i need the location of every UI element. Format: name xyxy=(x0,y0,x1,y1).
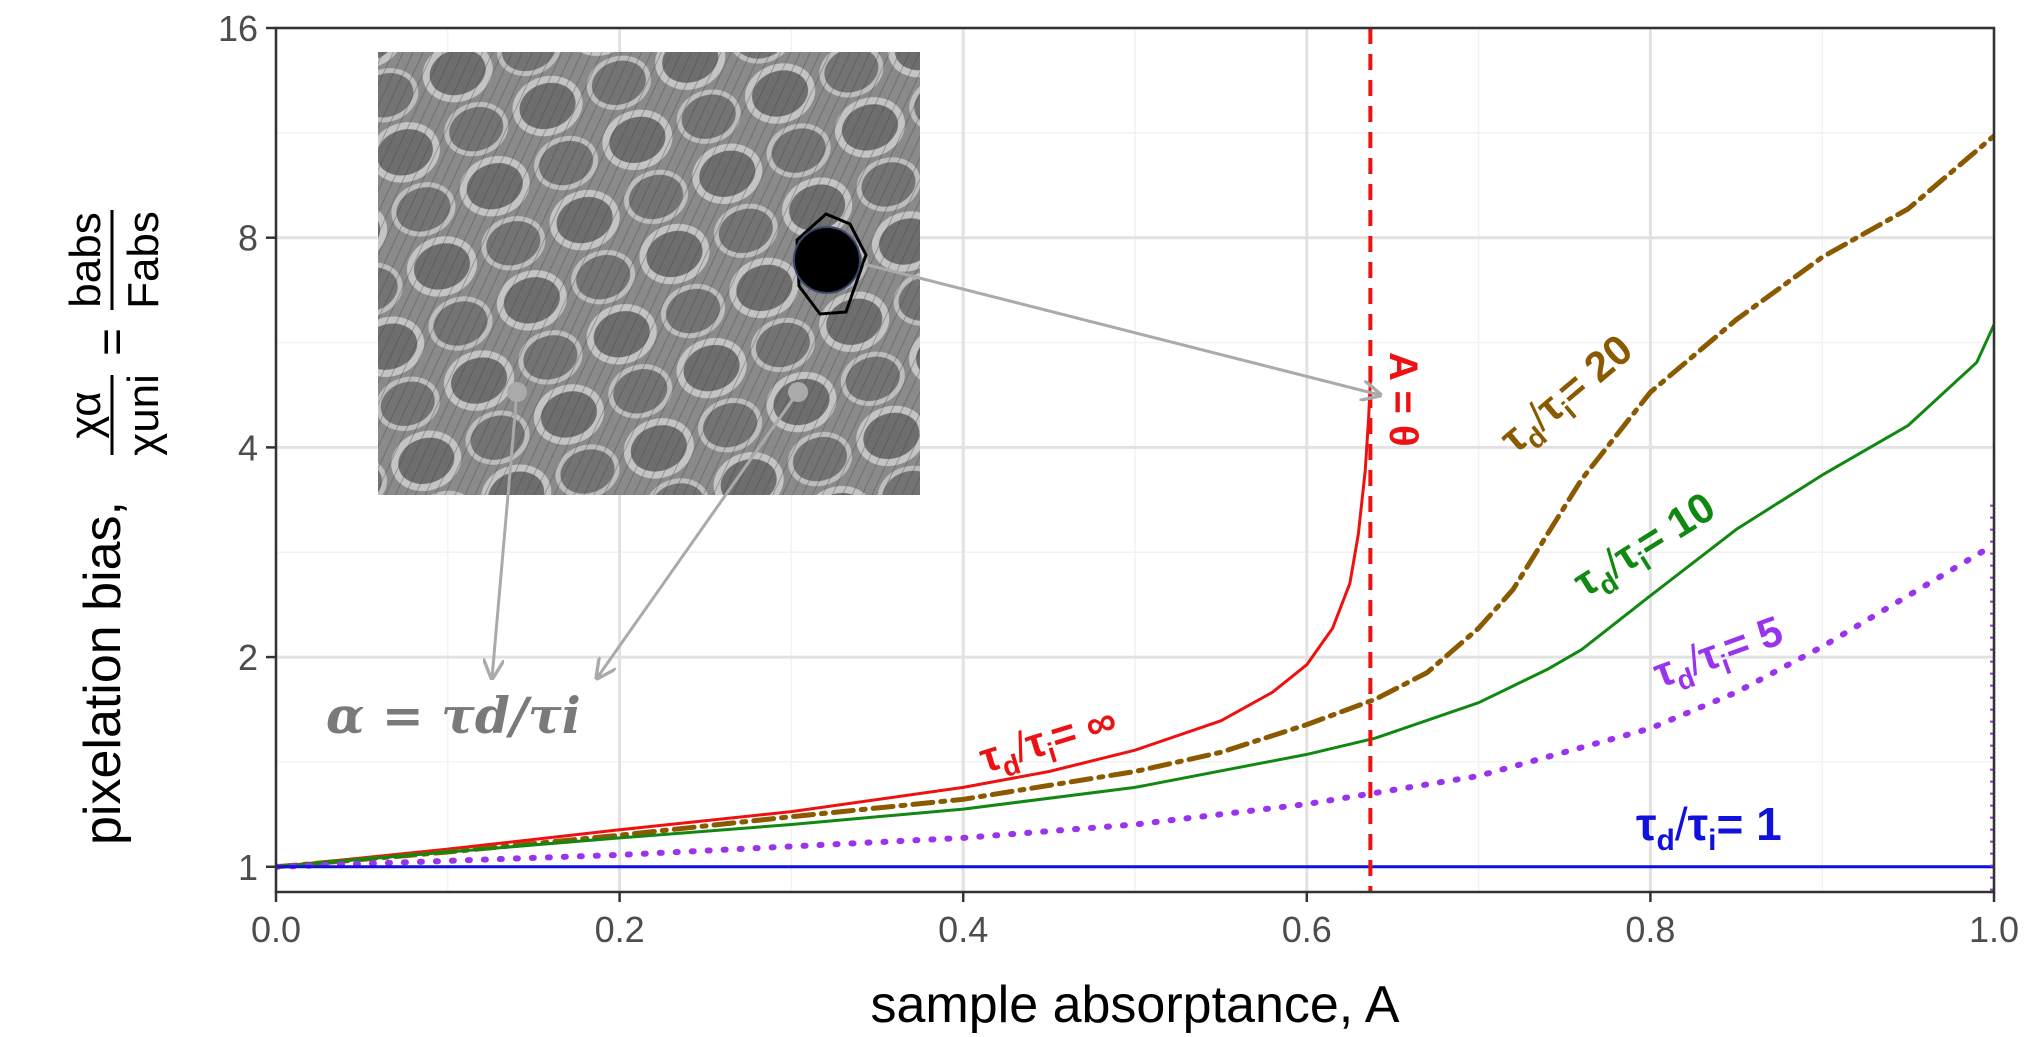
inset-image xyxy=(378,52,920,495)
series-layer xyxy=(276,133,1994,892)
series-line xyxy=(276,133,1994,870)
x-tick-label: 0.6 xyxy=(1282,909,1332,950)
y-tick-label: 4 xyxy=(238,427,258,468)
theta-label: A = θ xyxy=(1381,352,1425,447)
y-tick-label: 8 xyxy=(238,218,258,259)
x-tick-label: 1.0 xyxy=(1969,909,2019,950)
axes-ticks: 0.0 0.2 0.4 0.6 0.8 1.0 1 2 4 8 16 xyxy=(218,8,2019,950)
x-axis-title: sample absorptance, A xyxy=(871,976,1400,1034)
y-tick-label: 1 xyxy=(238,847,258,888)
arrow-to-alpha-1 xyxy=(492,391,519,678)
series-line xyxy=(276,378,1372,869)
y-equals: = xyxy=(86,328,139,356)
x-tick-label: 0.8 xyxy=(1625,909,1675,950)
x-tick-label: 0.0 xyxy=(251,909,301,950)
x-tick-label: 0.2 xyxy=(595,909,645,950)
dark-cell xyxy=(793,226,861,294)
series-line xyxy=(276,541,1994,870)
y-axis-title: pixelation bias, χα χuni = babs Fabs xyxy=(61,210,168,845)
series-line xyxy=(276,323,1994,869)
y-title-prefix: pixelation bias, xyxy=(74,501,132,845)
y-tick-label: 16 xyxy=(218,8,258,49)
arrow-to-theta xyxy=(863,262,1380,395)
y-tick-label: 2 xyxy=(238,637,258,678)
label-1: τd/τi= 1 xyxy=(1636,798,1782,857)
x-tick-label: 0.4 xyxy=(938,909,988,950)
y-ratio1-num: χα xyxy=(61,391,110,438)
svg-text:τd/τi= 1: τd/τi= 1 xyxy=(1636,798,1782,857)
alpha-formula: α = τd/τi xyxy=(326,686,581,745)
plot-border xyxy=(274,26,1996,894)
annotation-arrows xyxy=(492,262,1380,678)
arrow-to-alpha-2 xyxy=(597,391,800,678)
y-ratio2-den: Fabs xyxy=(119,211,168,309)
y-ratio2-num: babs xyxy=(61,212,110,307)
y-ratio1-den: χuni xyxy=(119,374,168,456)
